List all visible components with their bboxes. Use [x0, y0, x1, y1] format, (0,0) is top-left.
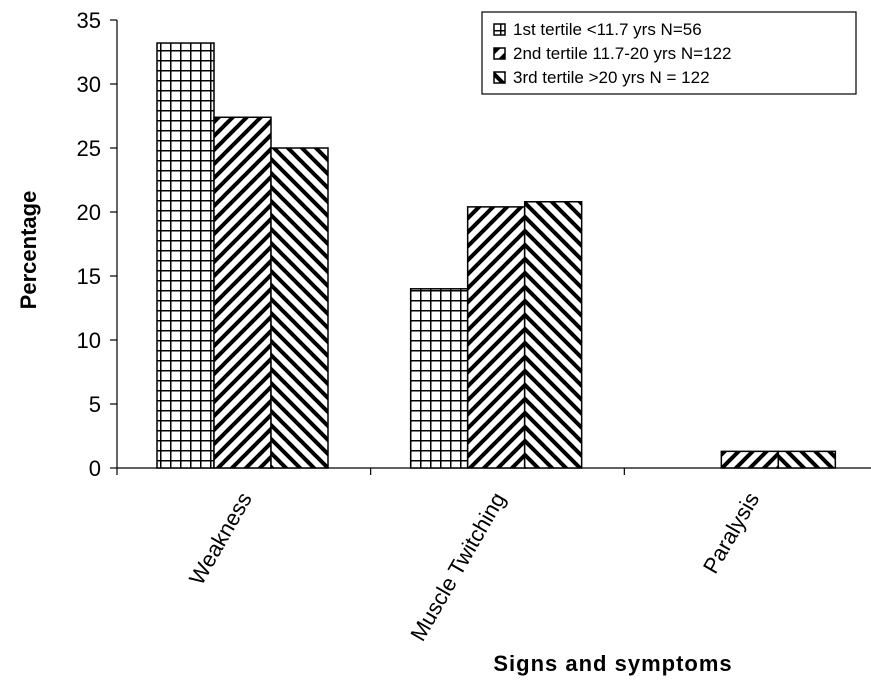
- legend-entry-label: 3rd tertile >20 yrs N = 122: [513, 68, 710, 87]
- y-tick-label: 30: [77, 72, 101, 97]
- legend-swatch: [493, 23, 506, 36]
- bar-paralysis-series-2: [720, 450, 780, 469]
- bar-weakness-series-3: [270, 147, 329, 469]
- y-axis-title: Percentage: [16, 191, 41, 310]
- y-tick-label: 0: [89, 456, 101, 481]
- x-tick-label: Muscle Twitching: [405, 488, 510, 645]
- x-tick-label: Paralysis: [698, 488, 764, 578]
- legend-entry-label: 2nd tertile 11.7-20 yrs N=122: [513, 44, 731, 63]
- plot-area: 0 5 10 15 20 25 30 35 Weakness Muscle Twitching Pa…: [77, 8, 871, 645]
- bar-muscle-twitching-series-1: [409, 288, 469, 469]
- bar-weakness-series-2: [213, 116, 272, 469]
- legend-swatch: [493, 47, 506, 60]
- legend-swatch: [493, 71, 506, 84]
- legend-entry-label: 1st tertile <11.7 yrs N=56: [513, 20, 702, 39]
- bar-muscle-twitching-series-2: [466, 206, 526, 469]
- bar-paralysis-series-3: [777, 450, 837, 469]
- y-tick-label: 15: [77, 264, 101, 289]
- legend: 1st tertile <11.7 yrs N=56 2nd tertile 11…: [481, 11, 857, 95]
- legend-box: [481, 11, 857, 95]
- y-tick-label: 20: [77, 200, 101, 225]
- bar-weakness-series-1: [156, 42, 215, 469]
- x-tick-label: Weakness: [184, 488, 257, 589]
- y-tick-label: 5: [89, 392, 101, 417]
- y-tick-label: 25: [77, 136, 101, 161]
- y-tick-label: 35: [77, 8, 101, 33]
- x-axis-title: Signs and symptoms: [493, 651, 732, 676]
- bar-muscle-twitching-series-3: [523, 201, 583, 469]
- y-tick-label: 10: [77, 328, 101, 353]
